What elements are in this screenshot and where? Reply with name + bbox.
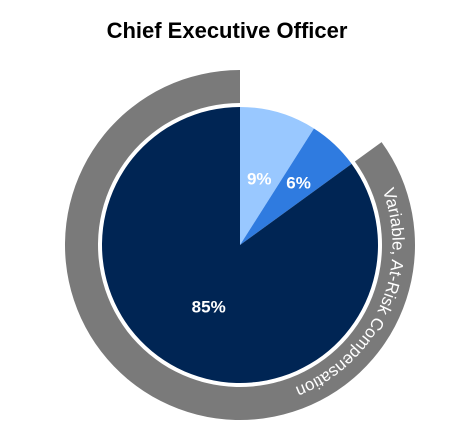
- slice-label-3: 85%: [192, 297, 226, 316]
- slice-label-2: 6%: [286, 174, 311, 193]
- pie-slice-3: [102, 107, 379, 383]
- pie-slice-1: [240, 107, 314, 245]
- pie-slice-2: [240, 128, 352, 245]
- chart-title: Chief Executive Officer: [106, 18, 348, 43]
- slice-label-1: 9%: [247, 170, 272, 189]
